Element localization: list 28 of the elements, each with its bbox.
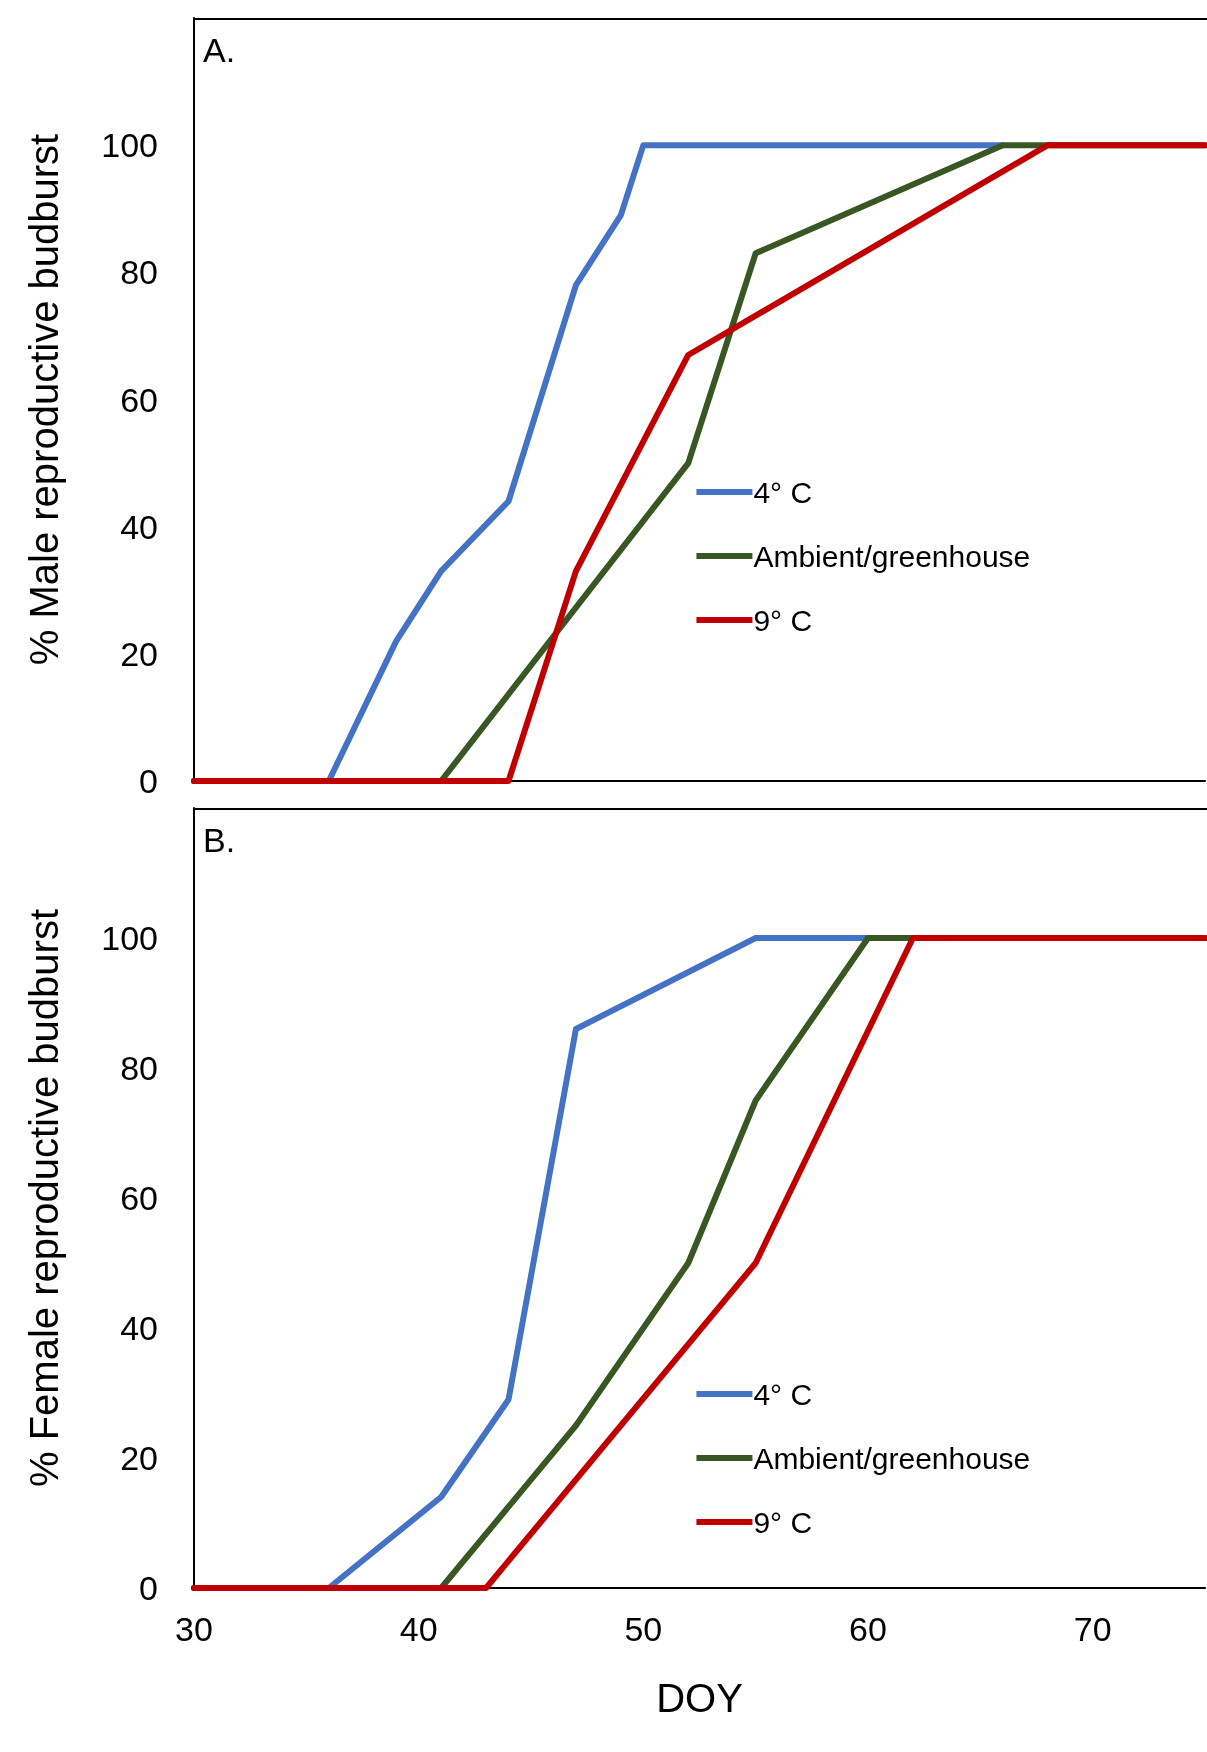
chart-title: A. <box>203 31 236 69</box>
y-tick-label: 100 <box>101 126 158 165</box>
chart-title: B. <box>203 821 236 859</box>
y-tick-label: 40 <box>120 1309 158 1347</box>
x-tick-label: 30 <box>175 1610 213 1648</box>
y-tick-label: 20 <box>120 1439 158 1477</box>
legend-label: 4° C <box>753 1377 813 1411</box>
legend-label: 9° C <box>753 1505 813 1539</box>
x-tick-label: 50 <box>624 1610 663 1648</box>
y-tick-label: 20 <box>120 634 158 673</box>
y-tick-label: 0 <box>139 762 158 800</box>
y-tick-label: 80 <box>120 253 158 292</box>
legend-label: Ambient/greenhouse <box>753 539 1031 573</box>
y-tick-label: 40 <box>120 507 158 546</box>
legend-label: 9° C <box>753 603 813 637</box>
x-tick-label: 60 <box>849 1610 887 1648</box>
x-tick-label: 70 <box>1073 1610 1112 1648</box>
y-tick-label: 60 <box>120 1179 158 1217</box>
y-tick-label: 60 <box>120 380 158 419</box>
y-axis-title: % Male reproductive budburst <box>22 133 66 666</box>
y-tick-label: 100 <box>101 919 158 957</box>
y-tick-label: 80 <box>120 1049 158 1087</box>
y-axis-title: % Female reproductive budburst <box>22 908 66 1488</box>
y-tick-label: 0 <box>139 1569 158 1607</box>
legend-label: Ambient/greenhouse <box>753 1441 1031 1475</box>
x-tick-label: 40 <box>399 1610 438 1648</box>
legend-label: 4° C <box>753 475 813 509</box>
x-axis-title: DOY <box>656 1676 743 1720</box>
